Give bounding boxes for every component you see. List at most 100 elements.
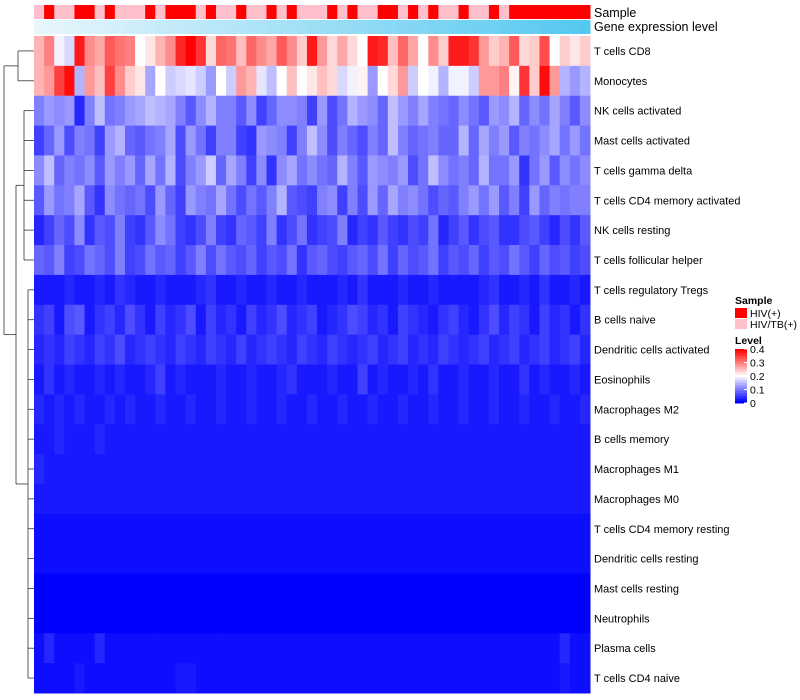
heatmap-cell (104, 245, 116, 276)
heatmap-cell (499, 155, 510, 186)
heatmap-cell (387, 364, 399, 395)
heatmap-cell (529, 95, 540, 127)
heatmap-cell (478, 65, 490, 97)
heatmap-cell (135, 155, 146, 186)
heatmap-cell (286, 603, 298, 634)
heatmap-cell (519, 424, 530, 455)
heatmap-cell (367, 483, 379, 515)
heatmap-cell (266, 95, 278, 127)
heatmap-cell (185, 334, 197, 365)
heatmap-cell (34, 215, 45, 246)
heatmap-cell (448, 424, 460, 455)
heatmap-cell (185, 424, 197, 455)
heatmap-cell (347, 304, 358, 336)
heatmap-cell (488, 663, 500, 694)
heatmap-cell (256, 483, 268, 515)
heatmap-cell (306, 483, 318, 515)
heatmap-cell (226, 95, 237, 127)
legend-swatch-0 (735, 308, 747, 318)
heatmap-cell (54, 65, 65, 97)
heatmap-cell (135, 274, 146, 306)
heatmap-cell (367, 36, 379, 67)
heatmap-cell (579, 65, 591, 97)
heatmap-cell (276, 274, 288, 306)
heatmap-cell (54, 155, 65, 186)
heatmap-cell (397, 663, 409, 694)
heatmap-cell (519, 155, 530, 186)
heatmap-cell (337, 603, 348, 634)
heatmap-cell (54, 454, 65, 485)
heatmap-cell (357, 334, 369, 365)
heatmap-cell (246, 334, 257, 365)
expression-bar-cell (135, 20, 146, 34)
heatmap-cell (458, 663, 470, 694)
heatmap-cell (205, 573, 217, 604)
heatmap-cell (529, 573, 540, 604)
heatmap-cell (347, 543, 358, 575)
heatmap-cell (387, 155, 399, 186)
heatmap-cell (529, 125, 540, 156)
heatmap-cell (347, 65, 358, 97)
heatmap-cell (124, 36, 136, 67)
heatmap-cell (256, 603, 268, 634)
heatmap-cell (246, 274, 257, 306)
heatmap-cell (306, 36, 318, 67)
heatmap-cell (317, 454, 328, 485)
heatmap-cell (529, 394, 540, 425)
heatmap-cell (347, 334, 358, 365)
heatmap-cell (377, 394, 389, 425)
heatmap-cell (408, 304, 419, 336)
heatmap-cell (559, 513, 571, 545)
heatmap-cell (145, 633, 156, 664)
row-label: B cells naive (594, 315, 656, 327)
heatmap-cell (377, 36, 389, 67)
heatmap-cell (468, 364, 480, 395)
heatmap-cell (215, 424, 227, 455)
heatmap-cell (327, 95, 338, 127)
heatmap-cell (569, 185, 581, 216)
heatmap-cell (306, 334, 318, 365)
heatmap-cell (549, 95, 561, 127)
heatmap-cell (155, 304, 166, 336)
heatmap-cell (296, 155, 308, 186)
heatmap-cell (306, 185, 318, 216)
heatmap-cell (54, 304, 65, 336)
heatmap-cell (286, 274, 298, 306)
heatmap-cell (377, 663, 389, 694)
sample-bar-cell (519, 5, 530, 19)
heatmap-cell (114, 663, 126, 694)
heatmap-cell (104, 573, 116, 604)
heatmap-cell (54, 364, 65, 395)
heatmap-cell (195, 304, 207, 336)
level-tick-label: 0.3 (750, 358, 765, 370)
row-label: Plasma cells (594, 643, 656, 655)
sample-bar-cell (246, 5, 257, 19)
heatmap-cell (327, 36, 338, 67)
heatmap-cell (569, 394, 581, 425)
heatmap-cell (478, 394, 490, 425)
heatmap-cell (135, 334, 146, 365)
heatmap-cell (205, 245, 217, 276)
heatmap-cell (155, 513, 166, 545)
heatmap-cell (236, 483, 247, 515)
heatmap-cell (124, 543, 136, 575)
expression-bar-cell (418, 20, 429, 34)
heatmap-cell (94, 543, 106, 575)
heatmap-cell (539, 215, 551, 246)
heatmap-cell (559, 364, 571, 395)
heatmap-cell (165, 245, 177, 276)
heatmap-cell (397, 95, 409, 127)
heatmap-cell (54, 633, 65, 664)
heatmap-cell (478, 125, 490, 156)
expression-bar-cell (74, 20, 86, 34)
heatmap-cell (44, 334, 55, 365)
heatmap-cell (64, 274, 75, 306)
heatmap-cell (195, 394, 207, 425)
heatmap-cell (205, 334, 217, 365)
heatmap-cell (104, 483, 116, 515)
heatmap-cell (519, 125, 530, 156)
sample-bar-cell (347, 5, 358, 19)
heatmap-cell (165, 155, 177, 186)
heatmap-cell (549, 364, 561, 395)
heatmap-cell (478, 633, 490, 664)
